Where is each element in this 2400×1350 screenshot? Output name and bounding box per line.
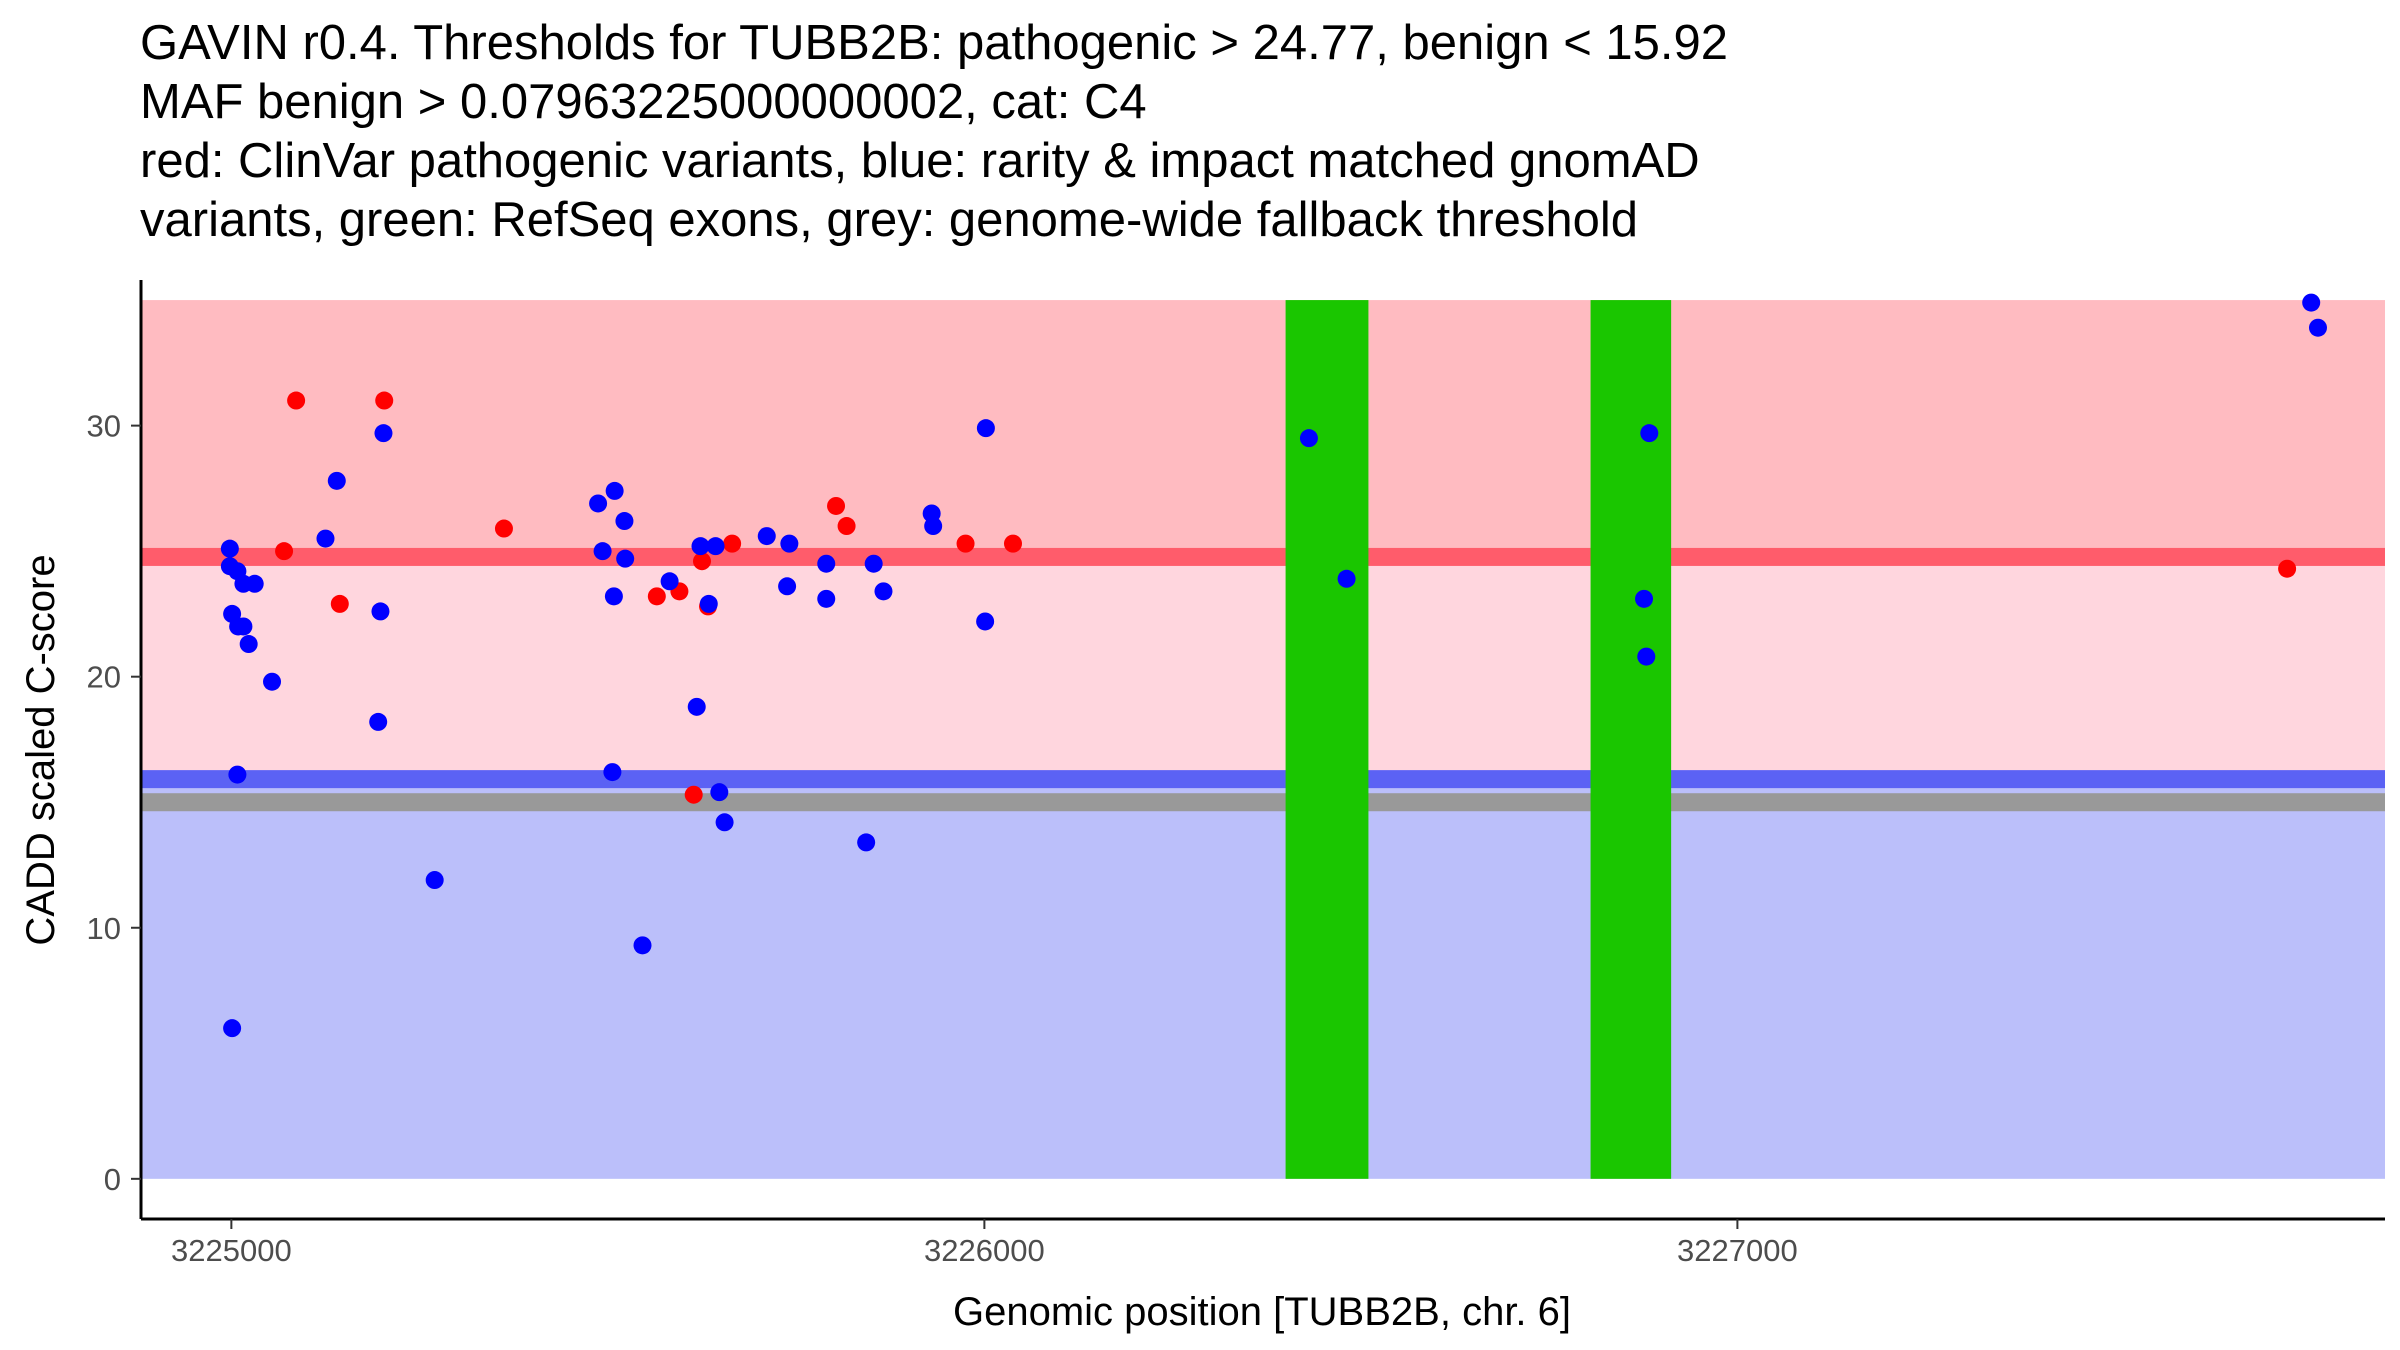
chart-title-line-2: MAF benign > 0.07963225000000002, cat: C… bbox=[140, 75, 1147, 129]
gnomad-point bbox=[687, 697, 706, 716]
pathogenic-region bbox=[141, 300, 2385, 557]
gnomad-point bbox=[234, 617, 253, 636]
y-tick-label: 30 bbox=[87, 409, 121, 444]
data-points bbox=[220, 293, 2327, 1038]
gnomad-point bbox=[327, 471, 346, 490]
gnomad-point bbox=[1299, 429, 1318, 448]
gnomad-point bbox=[425, 871, 444, 890]
gnomad-point bbox=[316, 529, 335, 548]
clinvar-point bbox=[2278, 559, 2297, 578]
gnomad-point bbox=[817, 554, 836, 573]
clinvar-point bbox=[494, 519, 513, 538]
clinvar-point bbox=[287, 391, 306, 410]
benign-region bbox=[141, 779, 2385, 1179]
chart-title-line-3: red: ClinVar pathogenic variants, blue: … bbox=[140, 134, 1700, 188]
clinvar-point bbox=[956, 534, 975, 553]
gnomad-point bbox=[2302, 293, 2321, 312]
gnomad-point bbox=[603, 763, 622, 782]
gnomad-point bbox=[228, 765, 247, 784]
y-axis-title: CADD scaled C-score bbox=[19, 554, 63, 945]
gnomad-point bbox=[374, 424, 393, 443]
exon-band-2 bbox=[1590, 300, 1672, 1179]
x-tick-label: 3227000 bbox=[1677, 1233, 1798, 1268]
fallback-threshold-line bbox=[141, 793, 2385, 812]
gnomad-point bbox=[780, 534, 799, 553]
clinvar-point bbox=[275, 542, 294, 561]
gnomad-point bbox=[660, 572, 679, 591]
gnomad-point bbox=[857, 833, 876, 852]
x-tick-label: 3226000 bbox=[924, 1233, 1045, 1268]
y-tick-label: 0 bbox=[104, 1162, 121, 1197]
clinvar-point bbox=[647, 587, 666, 606]
clinvar-point bbox=[837, 517, 856, 536]
clinvar-point bbox=[693, 552, 711, 571]
gnomad-point bbox=[1640, 424, 1659, 443]
gnomad-point bbox=[605, 481, 624, 500]
gnomad-point bbox=[263, 672, 282, 691]
gnomad-point bbox=[1635, 589, 1654, 608]
gnomad-point bbox=[699, 594, 718, 613]
clinvar-point bbox=[375, 391, 394, 410]
clinvar-point bbox=[684, 785, 703, 804]
benign-threshold-line bbox=[141, 770, 2385, 789]
tick-labels: 3225000 3226000 3227000 0 10 20 30 bbox=[87, 409, 1798, 1268]
x-tick-label: 3225000 bbox=[171, 1233, 292, 1268]
gnomad-point bbox=[706, 537, 725, 556]
gnomad-point bbox=[245, 574, 264, 593]
axes bbox=[139, 280, 2385, 1221]
clinvar-point bbox=[827, 496, 846, 515]
gnomad-point bbox=[371, 602, 390, 621]
gnomad-point bbox=[715, 813, 734, 832]
chart-title: GAVIN r0.4. Thresholds for TUBB2B: patho… bbox=[140, 14, 2380, 250]
gnomad-point bbox=[1637, 647, 1656, 666]
gnomad-point bbox=[223, 1019, 242, 1038]
x-axis-title: Genomic position [TUBB2B, chr. 6] bbox=[953, 1290, 1571, 1334]
gnomad-point bbox=[691, 537, 710, 556]
gnomad-point bbox=[616, 549, 635, 568]
chart-title-line-1: GAVIN r0.4. Thresholds for TUBB2B: patho… bbox=[140, 16, 1729, 70]
gnomad-point bbox=[589, 494, 608, 513]
gnomad-point bbox=[239, 635, 258, 654]
gnomad-point bbox=[633, 936, 652, 955]
gnomad-point bbox=[874, 582, 893, 601]
clinvar-point bbox=[723, 534, 742, 553]
gnomad-point bbox=[615, 512, 634, 531]
y-tick-label: 20 bbox=[87, 660, 121, 695]
gnomad-point bbox=[593, 542, 612, 561]
intermediate-region bbox=[141, 556, 2385, 780]
gnomad-point bbox=[757, 527, 776, 546]
clinvar-point bbox=[1003, 534, 1022, 553]
exon-band-1 bbox=[1285, 300, 1369, 1179]
clinvar-point bbox=[330, 594, 349, 613]
gnomad-point bbox=[976, 612, 995, 631]
gnomad-point bbox=[604, 587, 623, 606]
gnomad-point bbox=[976, 419, 995, 438]
gnomad-point bbox=[817, 589, 836, 608]
gnomad-point bbox=[220, 539, 239, 558]
gnomad-point bbox=[710, 783, 729, 802]
pathogenic-threshold-line bbox=[141, 547, 2385, 566]
threshold-regions bbox=[141, 300, 2385, 1179]
chart-title-line-4: variants, green: RefSeq exons, grey: gen… bbox=[140, 193, 1639, 247]
gnomad-point bbox=[864, 554, 883, 573]
y-tick-label: 10 bbox=[87, 911, 121, 946]
gnomad-point bbox=[369, 712, 388, 731]
gnomad-point bbox=[778, 577, 797, 596]
gnomad-point bbox=[924, 517, 943, 536]
gnomad-point bbox=[2308, 318, 2327, 337]
exon-bands bbox=[1285, 300, 1672, 1179]
gnomad-point bbox=[1337, 569, 1356, 588]
